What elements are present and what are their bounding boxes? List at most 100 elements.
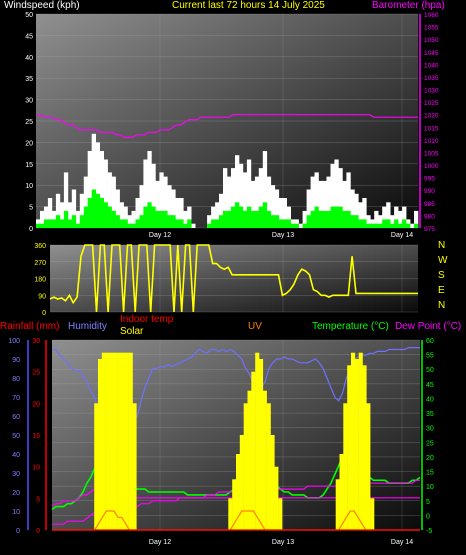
solar-label: Solar [120,326,144,337]
humidity-tick-label: 50 [12,433,20,440]
wind-average-bar [179,219,184,228]
wind-gust-bar [286,206,291,228]
wind-average-bar [231,206,236,228]
temperature-tick-label: 55 [426,353,434,360]
solar-bar [239,435,244,530]
wind-gust-bar [310,176,315,228]
wind-average-bar [382,219,387,228]
wind-tick-label: 5 [29,205,33,212]
wind-average-bar [215,219,220,228]
wind-average-bar [171,215,176,228]
wind-gust-bar [318,180,323,228]
wind-average-bar [362,219,367,228]
compass-label: W [438,255,448,266]
wind-gust-bar [334,159,339,228]
wind-average-bar [314,206,319,228]
wind-average-bar [51,219,57,228]
wind-gust-bar [326,176,331,228]
wind-average-bar [290,223,295,228]
wind-average-bar [358,219,363,228]
solar-bar [101,352,106,530]
solar-bar [113,352,118,530]
wind-gust-bar [95,142,100,228]
wind-tick-label: 10 [25,183,33,190]
wind-gust-bar [123,206,128,228]
wind-average-bar [211,219,216,228]
wind-tick-label: 40 [25,55,33,62]
wind-average-bar [135,219,140,228]
solar-bar [109,352,114,530]
wind-gust-bar [402,206,407,228]
rainfall-tick-label: 10 [32,465,40,472]
wind-gust-bar [87,151,92,228]
solar-bar [347,365,352,530]
wind-average-bar [87,198,92,228]
wind-gust-bar [314,172,319,228]
barometer-tick-label: 1045 [424,50,439,57]
wind-tick-label: 45 [25,33,33,40]
rainfall-label: Rainfall (mm) [0,321,60,332]
wind-average-bar [390,223,395,228]
solar-bar [366,403,371,530]
wind-average-bar [95,193,100,228]
solar-bar [351,352,356,530]
wind-average-bar [406,223,411,228]
wind-average-bar [350,215,355,228]
wind-gust-bar [278,198,283,228]
direction-tick-label: 270 [34,260,46,267]
wind-average-bar [246,206,252,228]
wind-gust-bar [414,210,419,228]
solar-bar [370,498,375,530]
solar-bar [278,498,283,530]
wind-average-bar [242,210,248,228]
wind-gust-bar [330,163,335,228]
wind-average-bar [262,202,268,228]
wind-average-bar [338,206,343,228]
wind-average-bar [258,206,264,228]
humidity-tick-label: 90 [12,357,20,364]
wind-average-bar [414,223,419,228]
temperature-tick-label: 5 [426,499,430,506]
wind-gust-bar [238,163,244,228]
wind-gust-bar [155,180,160,228]
wind-average-bar [274,215,280,228]
solar-bar [335,479,340,530]
temperature-tick-label: 40 [426,396,434,403]
wind-tick-label: 50 [25,12,33,19]
solar-bar [124,352,129,530]
wind-gust-bar [211,206,216,228]
solar-bar [132,403,137,530]
wind-tick-label: 25 [25,119,33,126]
barometer-tick-label: 1060 [424,12,439,19]
wind-day-label: Day 14 [391,232,413,239]
wind-average-bar [151,206,156,228]
wind-average-bar [374,223,379,228]
wind-gust-bar [131,210,136,228]
wind-gust-bar [47,198,53,228]
wind-gust-bar [139,185,144,228]
wind-gust-bar [350,189,355,228]
temperature-tick-label: 0 [426,513,430,520]
temperature-tick-label: -5 [426,528,432,535]
wind-gust-bar [250,180,256,228]
solar-bar [121,352,126,530]
wind-average-bar [75,223,81,228]
uv-line [52,510,420,531]
uv-label: UV [248,321,262,332]
wind-gust-bar [183,210,188,228]
wind-tick-label: 0 [29,226,33,233]
wind-gust-bar [374,210,379,228]
solar-bar [236,454,241,530]
wind-gust-bar [258,168,264,228]
wind-average-bar [326,210,331,228]
wind-gust-bar [175,198,180,228]
wind-average-bar [398,223,403,228]
wind-gust-bar [103,159,108,228]
solar-bar [266,403,271,530]
wind-average-bar [250,210,256,228]
humidity-tick-label: 20 [12,490,20,497]
solar-bar [232,479,237,530]
wind-average-bar [330,206,335,228]
barometer-tick-label: 1005 [424,150,439,157]
solar-bar [243,403,248,530]
